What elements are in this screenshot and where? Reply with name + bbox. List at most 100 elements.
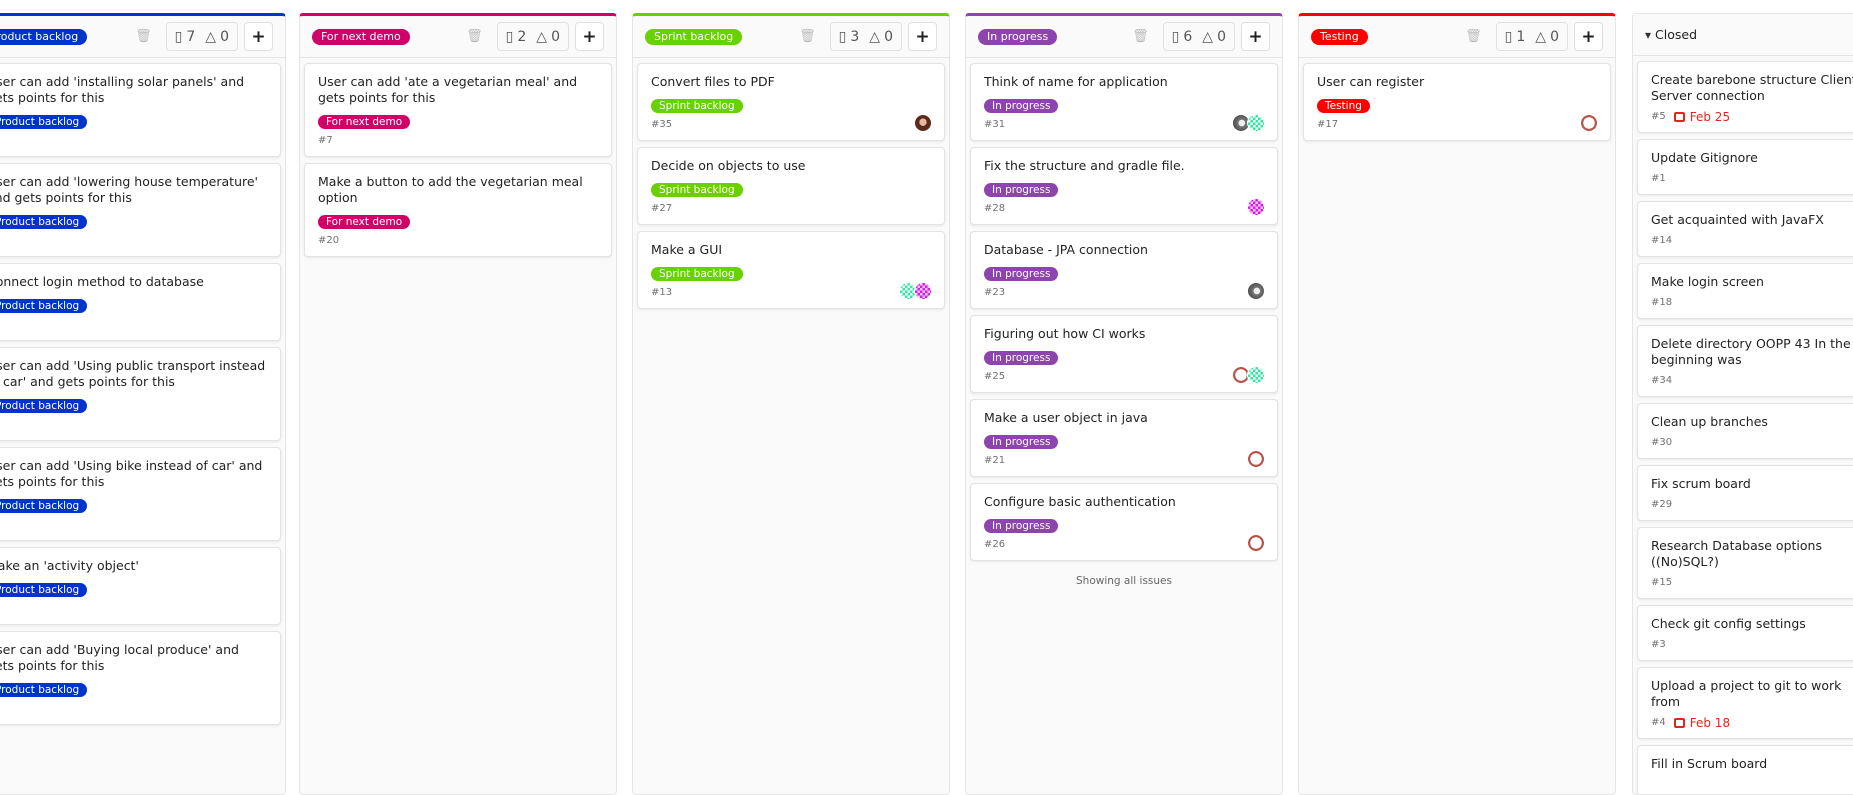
issue-label[interactable]: Sprint backlog xyxy=(651,99,743,113)
issue-title[interactable]: Figuring out how CI works xyxy=(984,326,1146,341)
issue-card[interactable]: Make login screen #18 xyxy=(1637,263,1853,319)
issue-label[interactable]: Product backlog xyxy=(0,499,88,513)
issue-title[interactable]: Fill in Scrum board xyxy=(1651,756,1768,771)
issue-title[interactable]: Fix scrum board xyxy=(1651,476,1751,491)
avatar[interactable] xyxy=(1247,450,1265,468)
issue-card[interactable]: Make a button to add the vegetarian meal… xyxy=(304,163,612,257)
issue-title[interactable]: Get acquainted with JavaFX xyxy=(1651,212,1824,227)
trash-icon[interactable]: 🗑 xyxy=(466,29,483,44)
issue-title[interactable]: Make a user object in java xyxy=(984,410,1148,425)
issue-title[interactable]: Research Database options ((No)SQL?) xyxy=(1651,538,1822,569)
issue-label[interactable]: Testing xyxy=(1317,99,1370,113)
issue-card[interactable]: Configure basic authentication In progres… xyxy=(970,483,1278,561)
trash-icon[interactable]: 🗑 xyxy=(1465,29,1482,44)
add-issue-button[interactable]: + xyxy=(1574,22,1603,51)
issue-title[interactable]: Make an 'activity object' xyxy=(0,558,139,573)
issue-title[interactable]: Clean up branches xyxy=(1651,414,1768,429)
issue-label[interactable]: In progress xyxy=(984,435,1059,449)
issue-card[interactable]: User can add 'Using public transport ins… xyxy=(0,347,281,441)
issue-card[interactable]: Make an 'activity object' Product backlog xyxy=(0,547,281,625)
avatar[interactable] xyxy=(1247,534,1265,552)
add-issue-button[interactable]: + xyxy=(1241,22,1270,51)
issue-label[interactable]: For next demo xyxy=(318,115,411,129)
issue-title[interactable]: Make login screen xyxy=(1651,274,1764,289)
issue-title[interactable]: Convert files to PDF xyxy=(651,74,775,89)
issue-label[interactable]: In progress xyxy=(984,183,1059,197)
trash-icon[interactable]: 🗑 xyxy=(135,29,152,44)
issue-card[interactable]: User can add 'lowering house temperature… xyxy=(0,163,281,257)
issue-card[interactable]: User can add 'Buying local produce' and … xyxy=(0,631,281,725)
issue-label[interactable]: In progress xyxy=(984,519,1059,533)
issue-title[interactable]: Delete directory OOPP 43 In the beginnin… xyxy=(1651,336,1851,367)
issue-label[interactable]: Product backlog xyxy=(0,399,88,413)
issue-card[interactable]: Fix scrum board #29 xyxy=(1637,465,1853,521)
issue-card[interactable]: Fill in Scrum board xyxy=(1637,745,1853,794)
avatar[interactable] xyxy=(914,282,932,300)
issue-card[interactable]: User can add 'ate a vegetarian meal' and… xyxy=(304,63,612,157)
add-issue-button[interactable]: + xyxy=(908,22,937,51)
issue-card[interactable]: Research Database options ((No)SQL?) #15 xyxy=(1637,527,1853,599)
avatar[interactable] xyxy=(1247,282,1265,300)
trash-icon[interactable]: 🗑 xyxy=(1132,29,1149,44)
issue-label[interactable]: Sprint backlog xyxy=(651,183,743,197)
issue-card[interactable]: Think of name for application In progress… xyxy=(970,63,1278,141)
issue-card[interactable]: User can add 'Using bike instead of car'… xyxy=(0,447,281,541)
add-issue-button[interactable]: + xyxy=(244,22,273,51)
avatar[interactable] xyxy=(1247,198,1265,216)
issue-card[interactable]: Fix the structure and gradle file. In pro… xyxy=(970,147,1278,225)
issue-title[interactable]: Fix the structure and gradle file. xyxy=(984,158,1185,173)
issue-title[interactable]: Configure basic authentication xyxy=(984,494,1176,509)
issue-label[interactable]: In progress xyxy=(984,99,1059,113)
issue-label[interactable]: Product backlog xyxy=(0,299,88,313)
avatar[interactable] xyxy=(1247,366,1265,384)
issue-title[interactable]: User can add 'ate a vegetarian meal' and… xyxy=(318,74,578,105)
issue-title[interactable]: Think of name for application xyxy=(984,74,1168,89)
issue-title[interactable]: Check git config settings xyxy=(1651,616,1806,631)
issue-title[interactable]: Update Gitignore xyxy=(1651,150,1758,165)
issue-title[interactable]: Upload a project to git to work from xyxy=(1651,678,1842,709)
issue-card[interactable]: Delete directory OOPP 43 In the beginnin… xyxy=(1637,325,1853,397)
issue-card[interactable]: Update Gitignore #1 xyxy=(1637,139,1853,195)
issue-label[interactable]: Product backlog xyxy=(0,115,88,129)
trash-icon[interactable]: 🗑 xyxy=(799,29,816,44)
issue-card[interactable]: Upload a project to git to work from #4 Fe… xyxy=(1637,667,1853,739)
issue-card[interactable]: Database - JPA connection In progress #23 xyxy=(970,231,1278,309)
closed-list-header[interactable]: ▾ Closed xyxy=(1633,14,1853,56)
issue-label[interactable]: Sprint backlog xyxy=(651,267,743,281)
issue-label[interactable]: Product backlog xyxy=(0,683,88,697)
avatar[interactable] xyxy=(914,114,932,132)
issue-card[interactable]: Check git config settings #3 xyxy=(1637,605,1853,661)
issue-title[interactable]: User can register xyxy=(1317,74,1425,89)
issue-title[interactable]: Connect login method to database xyxy=(0,274,204,289)
issue-card[interactable]: Create barebone structure Client-Server … xyxy=(1637,61,1853,133)
issue-label[interactable]: For next demo xyxy=(318,215,411,229)
issue-card[interactable]: User can add 'installing solar panels' a… xyxy=(0,63,281,157)
issue-card[interactable]: Connect login method to database Product … xyxy=(0,263,281,341)
issue-title[interactable]: Create barebone structure Client-Server … xyxy=(1651,72,1853,103)
issue-label[interactable]: Product backlog xyxy=(0,583,88,597)
issue-title[interactable]: Database - JPA connection xyxy=(984,242,1148,257)
issue-card[interactable]: Figuring out how CI works In progress #25 xyxy=(970,315,1278,393)
issue-card[interactable]: Make a user object in java In progress #21 xyxy=(970,399,1278,477)
issue-card[interactable]: Decide on objects to use Sprint backlog #2… xyxy=(637,147,945,225)
issue-title[interactable]: User can add 'installing solar panels' a… xyxy=(0,74,245,105)
avatar[interactable] xyxy=(1580,114,1598,132)
issue-title[interactable]: User can add 'Using bike instead of car'… xyxy=(0,458,263,489)
issue-label[interactable]: In progress xyxy=(984,267,1059,281)
issue-card[interactable]: Make a GUI Sprint backlog #13 xyxy=(637,231,945,309)
issue-title[interactable]: Make a GUI xyxy=(651,242,723,257)
issue-title[interactable]: User can add 'Using public transport ins… xyxy=(0,358,266,389)
add-issue-button[interactable]: + xyxy=(575,22,604,51)
issue-card[interactable]: User can register Testing #17 xyxy=(1303,63,1611,141)
caret-down-icon[interactable]: ▾ xyxy=(1645,27,1652,42)
avatar[interactable] xyxy=(1247,114,1265,132)
issue-card[interactable]: Get acquainted with JavaFX #14 xyxy=(1637,201,1853,257)
issue-label[interactable]: In progress xyxy=(984,351,1059,365)
issue-card[interactable]: Clean up branches #30 xyxy=(1637,403,1853,459)
issue-card[interactable]: Convert files to PDF Sprint backlog #35 xyxy=(637,63,945,141)
issue-title[interactable]: Make a button to add the vegetarian meal… xyxy=(318,174,583,205)
issue-title[interactable]: User can add 'Buying local produce' and … xyxy=(0,642,239,673)
issue-label[interactable]: Product backlog xyxy=(0,215,88,229)
issue-title[interactable]: Decide on objects to use xyxy=(651,158,806,173)
issue-title[interactable]: User can add 'lowering house temperature… xyxy=(0,174,258,205)
